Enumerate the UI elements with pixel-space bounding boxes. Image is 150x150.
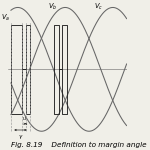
Text: Fig. 8.19    Definition to margin angle: Fig. 8.19 Definition to margin angle	[11, 142, 147, 148]
Text: $V_b$: $V_b$	[48, 2, 58, 12]
Text: u: u	[22, 116, 26, 121]
Text: $V_a$: $V_a$	[1, 13, 10, 23]
Text: $V_c$: $V_c$	[94, 2, 103, 12]
Text: $\gamma$: $\gamma$	[18, 133, 23, 141]
